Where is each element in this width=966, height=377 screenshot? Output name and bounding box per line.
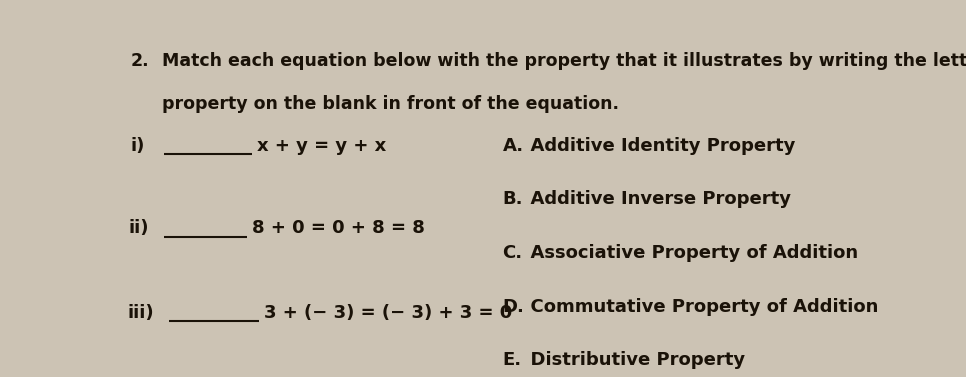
Text: iii): iii) [128, 303, 155, 322]
Text: Associative Property of Addition: Associative Property of Addition [518, 244, 858, 262]
Text: D.: D. [502, 298, 525, 316]
Text: x + y = y + x: x + y = y + x [257, 137, 386, 155]
Text: i): i) [130, 137, 145, 155]
Text: Additive Identity Property: Additive Identity Property [518, 137, 795, 155]
Text: property on the blank in front of the equation.: property on the blank in front of the eq… [162, 95, 619, 113]
Text: E.: E. [502, 351, 522, 369]
Text: Additive Inverse Property: Additive Inverse Property [518, 190, 790, 208]
Text: C.: C. [502, 244, 523, 262]
Text: A.: A. [502, 137, 524, 155]
Text: Match each equation below with the property that it illustrates by writing the l: Match each equation below with the prope… [162, 52, 966, 70]
Text: Distributive Property: Distributive Property [518, 351, 745, 369]
Text: 3 + (− 3) = (− 3) + 3 = 0: 3 + (− 3) = (− 3) + 3 = 0 [265, 303, 513, 322]
Text: 2.: 2. [130, 52, 149, 70]
Text: B.: B. [502, 190, 523, 208]
Text: 8 + 0 = 0 + 8 = 8: 8 + 0 = 0 + 8 = 8 [252, 219, 425, 238]
Text: Commutative Property of Addition: Commutative Property of Addition [518, 298, 878, 316]
Text: ii): ii) [129, 219, 150, 238]
